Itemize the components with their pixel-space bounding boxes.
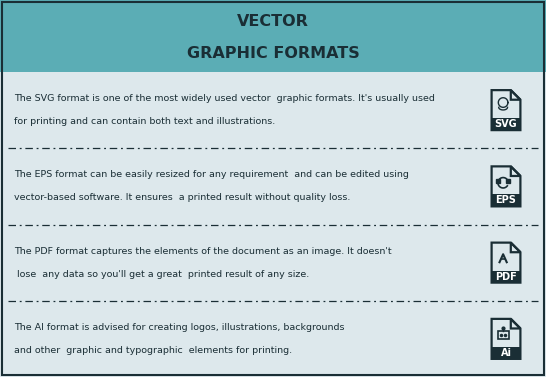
Text: lose  any data so you'll get a great  printed result of any size.: lose any data so you'll get a great prin… bbox=[14, 270, 309, 279]
Bar bbox=[0, 0, 546, 72]
Text: The SVG format is one of the most widely used vector  graphic formats. It's usua: The SVG format is one of the most widely… bbox=[14, 94, 435, 103]
Text: Ai: Ai bbox=[501, 348, 512, 358]
Bar bbox=[0, 72, 546, 377]
Text: VECTOR: VECTOR bbox=[237, 14, 309, 29]
Text: EPS: EPS bbox=[496, 195, 517, 205]
Text: for printing and can contain both text and illustrations.: for printing and can contain both text a… bbox=[14, 117, 275, 126]
Bar bbox=[491, 347, 520, 359]
Text: SVG: SVG bbox=[495, 119, 517, 129]
Bar bbox=[491, 271, 520, 283]
Text: The EPS format can be easily resized for any requirement  and can be edited usin: The EPS format can be easily resized for… bbox=[14, 170, 409, 179]
Text: PDF: PDF bbox=[495, 271, 517, 282]
Text: The PDF format captures the elements of the document as an image. It doesn't: The PDF format captures the elements of … bbox=[14, 247, 391, 256]
Bar bbox=[491, 118, 520, 130]
Text: and other  graphic and typographic  elements for printing.: and other graphic and typographic elemen… bbox=[14, 346, 292, 355]
Text: The AI format is advised for creating logos, illustrations, backgrounds: The AI format is advised for creating lo… bbox=[14, 323, 345, 332]
Text: vector-based software. It ensures  a printed result without quality loss.: vector-based software. It ensures a prin… bbox=[14, 193, 351, 202]
Text: GRAPHIC FORMATS: GRAPHIC FORMATS bbox=[187, 46, 359, 61]
Bar bbox=[491, 195, 520, 206]
Bar bbox=[497, 331, 509, 339]
